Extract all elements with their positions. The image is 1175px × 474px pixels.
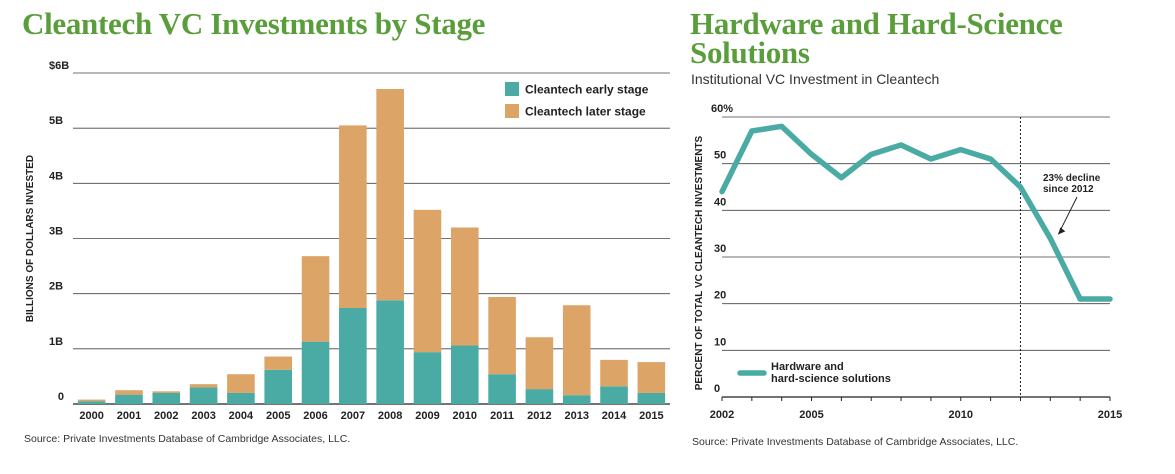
- bar-x-tick-2002: 2002: [154, 410, 178, 422]
- bar-x-tick-2004: 2004: [229, 410, 254, 422]
- bar-early-2015: [637, 392, 666, 404]
- bar-x-tick-2009: 2009: [415, 410, 439, 422]
- bar-x-tick-2003: 2003: [191, 410, 215, 422]
- line-chart-title: Hardware and Hard-Science Solutions: [690, 6, 1063, 70]
- bar-early-2012: [525, 389, 554, 404]
- bar-legend-label-0: Cleantech early stage: [525, 83, 649, 97]
- bar-early-2013: [562, 395, 591, 404]
- line-chart-source: Source: Private Investments Database of …: [692, 436, 1019, 448]
- line-annotation-1: since 2012: [1043, 184, 1094, 195]
- line-annotation-arrowhead: [1058, 227, 1066, 235]
- line-y-tick-50: 50: [714, 150, 726, 162]
- bar-early-2009: [413, 352, 442, 404]
- bar-x-tick-2007: 2007: [341, 410, 365, 422]
- line-x-tick-2005: 2005: [799, 409, 823, 421]
- bar-x-tick-2011: 2011: [490, 410, 514, 422]
- bar-later-2003: [189, 384, 218, 388]
- line-y-tick-20: 20: [714, 290, 726, 302]
- bar-chart-source: Source: Private Investments Database of …: [24, 433, 351, 445]
- bar-later-2000: [77, 399, 106, 402]
- bar-y-axis-label: BILLIONS OF DOLLARS INVESTED: [25, 155, 36, 322]
- line-series-hardware: [719, 123, 1113, 302]
- bar-x-tick-2005: 2005: [266, 410, 290, 422]
- bar-legend-swatch-0: [505, 82, 519, 96]
- line-legend-label-0: Hardware and: [771, 361, 844, 373]
- bar-early-2008: [376, 300, 404, 404]
- bar-early-2005: [264, 369, 293, 404]
- bar-y-tick-0: 0: [58, 391, 64, 403]
- bar-x-tick-2001: 2001: [117, 410, 141, 422]
- bar-later-2014: [600, 359, 628, 387]
- line-x-tick-2010: 2010: [949, 409, 973, 421]
- bar-x-tick-2015: 2015: [639, 410, 663, 422]
- bar-later-2006: [301, 256, 330, 342]
- bar-later-2012: [525, 337, 554, 390]
- bar-later-2010: [450, 227, 479, 346]
- bar-early-2003: [189, 387, 218, 404]
- bar-y-tick-1: 1B: [49, 336, 63, 348]
- bar-y-tick-4: 4B: [49, 170, 63, 182]
- bar-y-tick-6: $6B: [49, 60, 69, 72]
- line-y-axis-label: PERCENT OF TOTAL VC CLEANTECH INVESTMENT…: [694, 135, 705, 390]
- bar-early-2004: [227, 392, 255, 404]
- bar-x-tick-2012: 2012: [527, 410, 551, 422]
- line-legend-label-1: hard-science solutions: [771, 373, 891, 385]
- bar-x-tick-2000: 2000: [79, 410, 103, 422]
- bar-early-2001: [115, 394, 143, 404]
- line-y-tick-0: 0: [714, 383, 720, 395]
- bar-later-2007: [339, 125, 367, 309]
- bar-chart: 0 1B 2B 3B 4B 5B $6B 2000 2001 2002 2003 2004 2005 20…: [25, 60, 670, 422]
- bar-later-2004: [227, 374, 255, 393]
- bar-early-2010: [450, 345, 479, 404]
- bar-early-2011: [488, 374, 516, 404]
- line-y-tick-10: 10: [714, 336, 726, 348]
- bar-later-2011: [488, 296, 516, 375]
- bar-later-2005: [264, 356, 293, 370]
- bar-early-2007: [339, 308, 367, 404]
- line-x-tick-2002: 2002: [710, 409, 734, 421]
- bar-x-tick-2008: 2008: [378, 410, 402, 422]
- bar-x-tick-2014: 2014: [602, 410, 627, 422]
- bar-later-2001: [115, 390, 143, 395]
- line-x-tick-2015: 2015: [1098, 409, 1122, 421]
- bar-y-tick-2: 2B: [49, 281, 63, 293]
- bar-y-tick-3: 3B: [49, 226, 63, 238]
- line-chart-subtitle: Institutional VC Investment in Cleantech: [691, 71, 940, 87]
- bar-later-2013: [562, 305, 591, 396]
- bar-legend-label-1: Cleantech later stage: [525, 105, 646, 119]
- line-annotation-0: 23% decline: [1043, 173, 1101, 184]
- line-y-tick-30: 30: [714, 243, 726, 255]
- bar-x-tick-2010: 2010: [453, 410, 477, 422]
- bar-chart-title: Cleantech VC Investments by Stage: [22, 6, 486, 41]
- bar-later-2009: [413, 209, 442, 353]
- bar-y-tick-5: 5B: [49, 115, 63, 127]
- bar-early-2000: [77, 401, 106, 404]
- bar-x-tick-2006: 2006: [303, 410, 327, 422]
- line-y-tick-60: 60%: [711, 103, 733, 115]
- bar-legend-swatch-1: [505, 104, 519, 118]
- bar-x-tick-2013: 2013: [564, 410, 588, 422]
- line-annotation-arrow: [1057, 196, 1078, 235]
- line-y-tick-40: 40: [714, 196, 726, 208]
- bar-later-2008: [376, 88, 404, 301]
- bar-early-2006: [301, 341, 330, 404]
- bar-early-2014: [600, 386, 628, 404]
- bar-later-2002: [152, 391, 181, 393]
- bar-early-2002: [152, 392, 181, 404]
- bar-later-2015: [637, 362, 666, 393]
